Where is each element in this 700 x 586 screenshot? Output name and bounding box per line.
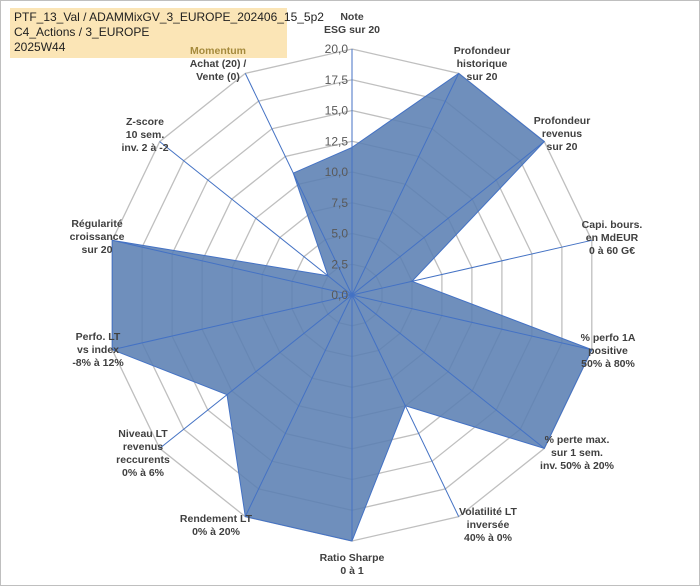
axis-label-line: vs index [76,344,120,356]
axis-label: Note ESG sur 20 [324,11,380,37]
axis-label-line: Régularité [71,218,123,230]
axis-label-line: Achat (20) / [189,58,247,70]
axis-spoke [351,141,545,296]
axis-label-line: inversée [466,519,510,531]
axis-label-line: revenus [122,441,164,453]
axis-label-line: Perfo. LT [75,331,121,343]
axis-label: Volatilité LT inversée 40% à 0% [459,506,517,545]
tick-label: 7,5 [331,196,348,210]
axis-label: Profondeur historique sur 20 [454,45,511,84]
tick-label: 2,5 [331,257,348,271]
axis-label-line: inv. 50% à 20% [540,460,614,472]
tick-label: 10,0 [325,165,349,179]
axis-spoke [244,73,353,296]
axis-label-line: en MdEUR [585,232,639,244]
title-line-1: PTF_13_Val / ADAMMixGV_3_EUROPE_202406_1… [14,10,324,24]
axis-label-line: revenus [541,128,583,140]
axis-label-line: historique [456,58,508,70]
axis-spoke [112,239,353,296]
axis-label-line: -8% à 12% [72,357,124,369]
axis-label-line: % perte max. [544,434,610,446]
axis-label: Capi. bours. en MdEUR 0 à 60 G€ [582,219,643,258]
tick-label: 5,0 [331,227,348,241]
axis-label-line: Profondeur [533,115,591,127]
axis-label-line: reccurents [116,454,170,466]
axis-label-line: Profondeur [453,45,511,57]
axis-label-line: sur 1 sem. [551,447,603,459]
axis-spoke [112,294,353,351]
axis-label-line: Ratio Sharpe [319,552,385,564]
tick-label: 15,0 [325,104,349,118]
title-line-3: 2025W44 [14,40,66,54]
axis-spoke [159,294,353,449]
axis-label-line: 0% à 20% [192,526,240,538]
axis-label-line: % perfo 1A [580,332,636,344]
axis-label-line: Capi. bours. [581,219,643,231]
axis-label-line: Rendement LT [179,513,253,525]
axis-label-line: positive [588,345,628,357]
axis-label-line: ESG sur 20 [323,24,381,36]
axis-spoke [351,294,545,449]
axis-label-line: 0 à 60 G€ [588,245,636,257]
axis-label-line: Note [340,11,364,23]
axis-label-line: croissance [69,231,125,243]
axis-spoke [244,294,353,517]
axis-spoke [351,73,460,296]
axis-label-line: 10 sem. [125,129,165,141]
axis-label-line: Niveau LT [118,428,168,440]
tick-label: 12,5 [325,134,349,148]
axis-spoke [159,141,353,296]
title-line-2: C4_Actions / 3_EUROPE [14,25,150,39]
axis-label-line: Z-score [126,116,164,128]
axis-label: Rendement LT 0% à 20% [180,513,252,539]
axis-spoke [351,239,592,296]
axis-label-line: Volatilité LT [459,506,517,518]
tick-label: 0,0 [331,288,348,302]
tick-label: 20,0 [325,42,349,56]
axis-label-line: 0 à 1 [340,565,364,577]
axis-label: Profondeur revenus sur 20 [534,115,591,154]
axis-label: Ratio Sharpe 0 à 1 [320,552,385,578]
chart-title-box: PTF_13_Val / ADAMMixGV_3_EUROPE_202406_1… [10,8,324,58]
axis-label: Z-score 10 sem. inv. 2 à -2 [121,116,168,155]
axis-label-line: sur 20 [546,141,578,153]
axis-label: Niveau LT revenus reccurents 0% à 6% [116,428,170,480]
axis-label-line: sur 20 [81,244,113,256]
axis-label-line: sur 20 [466,71,498,83]
axis-label: Régularité croissance sur 20 [70,218,125,257]
axis-spoke [351,294,460,517]
axis-label-line: 50% à 80% [581,358,635,370]
axis-label-line: 40% à 0% [464,532,512,544]
axis-label: Momentum Achat (20) / Vente (0) [190,45,247,84]
axis-label-line: 0% à 6% [121,467,165,479]
axis-label: % perfo 1A positive 50% à 80% [581,332,636,371]
axis-label-line: Vente (0) [196,71,240,83]
axis-label-line: Momentum [189,45,246,57]
axis-label-line: inv. 2 à -2 [121,142,169,154]
axis-spoke [351,294,592,351]
axis-label: % perte max. sur 1 sem. inv. 50% à 20% [540,434,614,473]
tick-label: 17,5 [325,73,349,87]
axis-label: Perfo. LT vs index -8% à 12% [72,331,123,370]
